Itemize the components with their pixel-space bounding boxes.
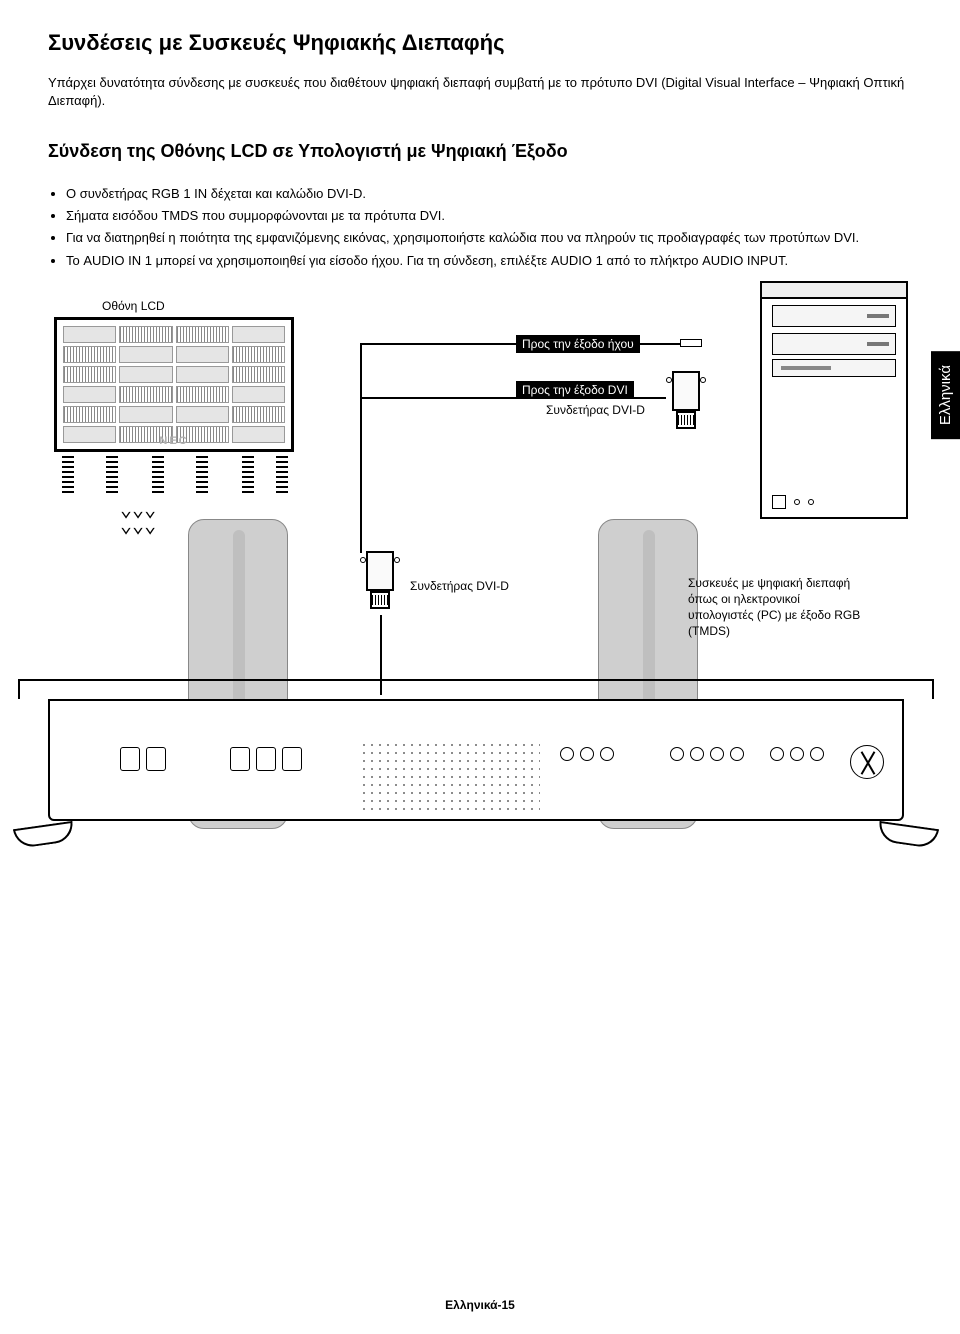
computer-tower	[760, 281, 908, 519]
language-side-tab: Ελληνικά	[931, 351, 960, 439]
audio-jack-icon	[680, 339, 702, 347]
page-footer: Ελληνικά-15	[48, 1298, 912, 1312]
dvi-connector-mid-label: Συνδετήρας DVI-D	[410, 579, 509, 593]
nec-logo: NEC	[159, 435, 188, 447]
dvi-connector-icon	[664, 371, 708, 435]
bullet-item: Για να διατηρηθεί η ποιότητα της εμφανιζ…	[66, 228, 912, 248]
dvi-connector-sublabel: Συνδετήρας DVI-D	[546, 403, 645, 417]
section-title: Σύνδεση της Οθόνης LCD σε Υπολογιστή με …	[48, 141, 912, 162]
bullet-item: Το AUDIO IN 1 μπορεί να χρησιμοποιηθεί γ…	[66, 251, 912, 271]
power-button-icon	[772, 495, 786, 509]
cable	[360, 343, 362, 553]
lcd-back-panel: NEC	[54, 317, 294, 452]
dvi-out-callout: Προς την έξοδο DVI	[516, 381, 634, 399]
audio-out-callout: Προς την έξοδο ήχου	[516, 335, 640, 353]
device-description: Συσκευές με ψηφιακή διεπαφή όπως οι ηλεκ…	[688, 575, 868, 640]
bullet-list: Ο συνδετήρας RGB 1 IN δέχεται και καλώδι…	[48, 184, 912, 271]
bullet-item: Ο συνδετήρας RGB 1 IN δέχεται και καλώδι…	[66, 184, 912, 204]
connection-diagram: Οθόνη LCD NEC ⌄⌄⌄ ⌄⌄⌄	[48, 299, 912, 939]
lcd-feet	[54, 453, 294, 493]
chevron-down-icon: ⌄⌄⌄	[120, 513, 156, 537]
page-title: Συνδέσεις με Συσκευές Ψηφιακής Διεπαφής	[48, 30, 912, 56]
intro-paragraph: Υπάρχει δυνατότητα σύνδεσης με συσκευές …	[48, 74, 912, 109]
monitor-rear-panel	[18, 679, 934, 839]
lcd-label: Οθόνη LCD	[102, 299, 165, 313]
bullet-item: Σήματα εισόδου TMDS που συμμορφώνονται μ…	[66, 206, 912, 226]
dvi-connector-icon	[358, 551, 402, 615]
fan-icon	[850, 745, 884, 779]
